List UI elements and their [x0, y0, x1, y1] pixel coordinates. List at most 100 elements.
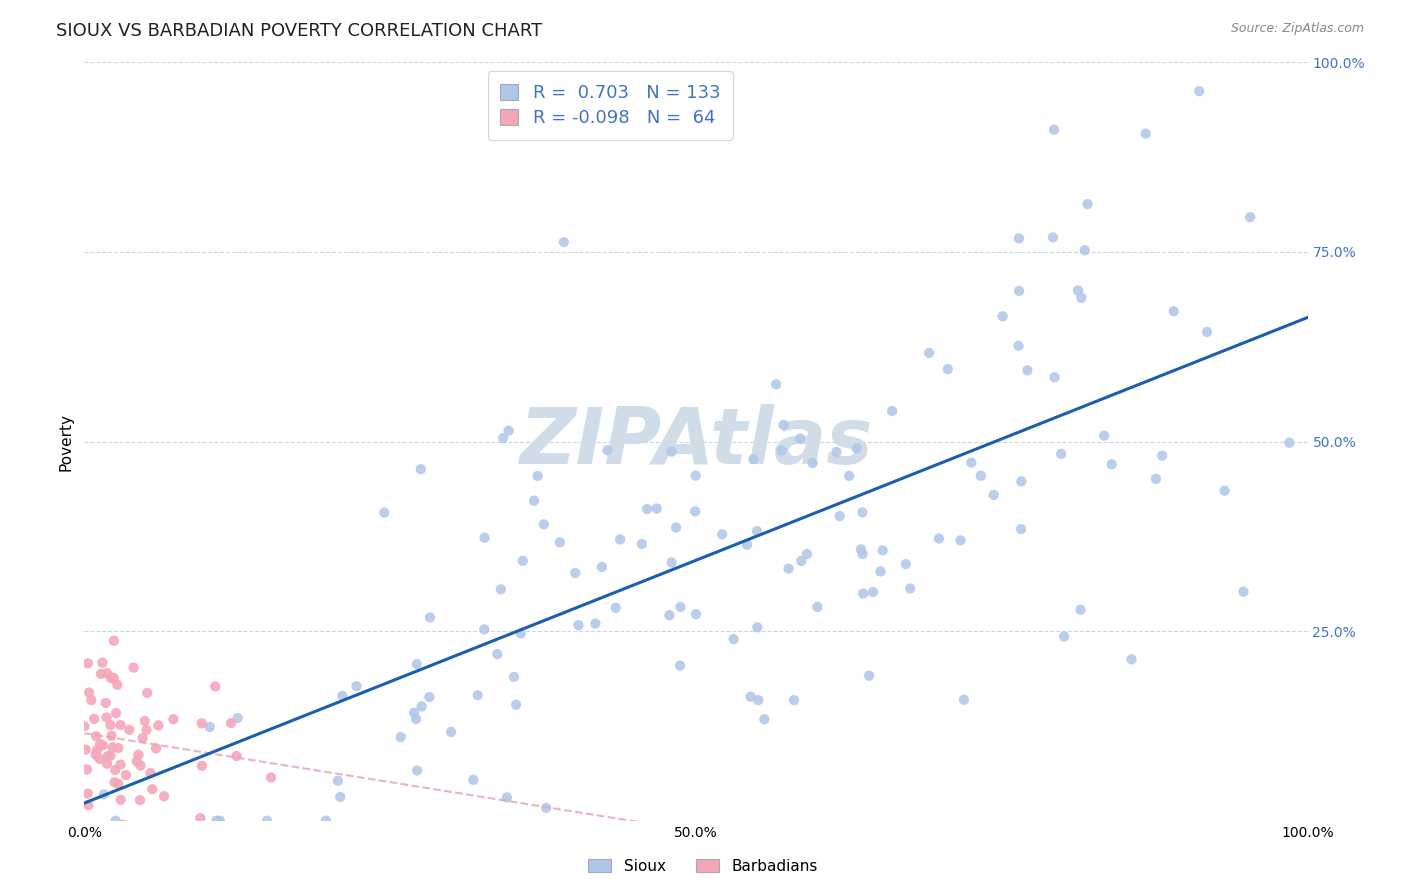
Point [489, 582, 512, 597]
Point [742, 452, 765, 467]
Point [960, 456, 983, 470]
Point [100, 748, 122, 763]
Point [1195, 325, 1218, 339]
Point [928, 532, 950, 546]
Point [89, 752, 111, 766]
Point [190, 716, 212, 731]
Point [1008, 231, 1031, 245]
Point [526, 469, 548, 483]
Point [129, 758, 152, 772]
Point [191, 759, 214, 773]
Point [89, 737, 111, 751]
Point [1008, 284, 1031, 298]
Point [745, 524, 768, 539]
Point [141, 782, 163, 797]
Point [409, 462, 432, 476]
Point [329, 789, 352, 804]
Point [983, 488, 1005, 502]
Point [765, 377, 787, 392]
Point [127, 747, 149, 762]
Point [105, 706, 128, 720]
Point [636, 502, 658, 516]
Point [631, 537, 654, 551]
Point [96, 756, 118, 771]
Point [1092, 428, 1115, 442]
Point [605, 600, 627, 615]
Point [1042, 230, 1064, 244]
Point [440, 725, 463, 739]
Point [472, 623, 495, 637]
Point [567, 618, 589, 632]
Point [122, 660, 145, 674]
Point [772, 417, 794, 432]
Point [326, 773, 349, 788]
Point [91, 739, 114, 753]
Point [256, 814, 278, 828]
Point [825, 445, 848, 459]
Point [509, 626, 531, 640]
Point [778, 561, 800, 575]
Point [135, 723, 157, 737]
Point [862, 585, 884, 599]
Point [583, 616, 606, 631]
Point [405, 712, 427, 726]
Point [783, 693, 806, 707]
Point [112, 818, 135, 832]
Point [103, 633, 125, 648]
Point [872, 543, 894, 558]
Point [411, 699, 433, 714]
Point [93, 787, 115, 801]
Point [858, 668, 880, 682]
Point [97, 749, 120, 764]
Point [770, 443, 793, 458]
Point [467, 688, 489, 702]
Point [553, 235, 575, 249]
Point [1213, 483, 1236, 498]
Point [1007, 339, 1029, 353]
Point [740, 690, 762, 704]
Point [188, 811, 211, 825]
Point [110, 793, 132, 807]
Point [1010, 475, 1032, 489]
Point [1043, 370, 1066, 384]
Point [495, 790, 517, 805]
Point [110, 718, 132, 732]
Point [661, 444, 683, 458]
Point [735, 538, 758, 552]
Point [533, 517, 555, 532]
Point [503, 670, 526, 684]
Point [419, 610, 441, 624]
Point [882, 404, 904, 418]
Legend: Sioux, Barbadians: Sioux, Barbadians [582, 853, 824, 880]
Point [498, 424, 520, 438]
Point [789, 432, 811, 446]
Point [96, 666, 118, 681]
Point [105, 678, 128, 692]
Point [918, 346, 941, 360]
Point [1017, 363, 1039, 377]
Point [1074, 244, 1097, 258]
Point [936, 362, 959, 376]
Point [90, 666, 112, 681]
Point [869, 565, 891, 579]
Point [747, 620, 769, 634]
Point [669, 600, 692, 615]
Point [103, 775, 125, 789]
Point [669, 658, 692, 673]
Point [474, 531, 496, 545]
Point [139, 766, 162, 780]
Point [103, 671, 125, 685]
Point [198, 720, 221, 734]
Point [754, 712, 776, 726]
Point [658, 608, 681, 623]
Point [225, 748, 247, 763]
Point [77, 657, 100, 671]
Point [129, 793, 152, 807]
Point [86, 743, 108, 757]
Point [1144, 472, 1167, 486]
Point [806, 599, 828, 614]
Text: Source: ZipAtlas.com: Source: ZipAtlas.com [1230, 22, 1364, 36]
Point [406, 764, 429, 778]
Point [73, 719, 96, 733]
Point [851, 547, 873, 561]
